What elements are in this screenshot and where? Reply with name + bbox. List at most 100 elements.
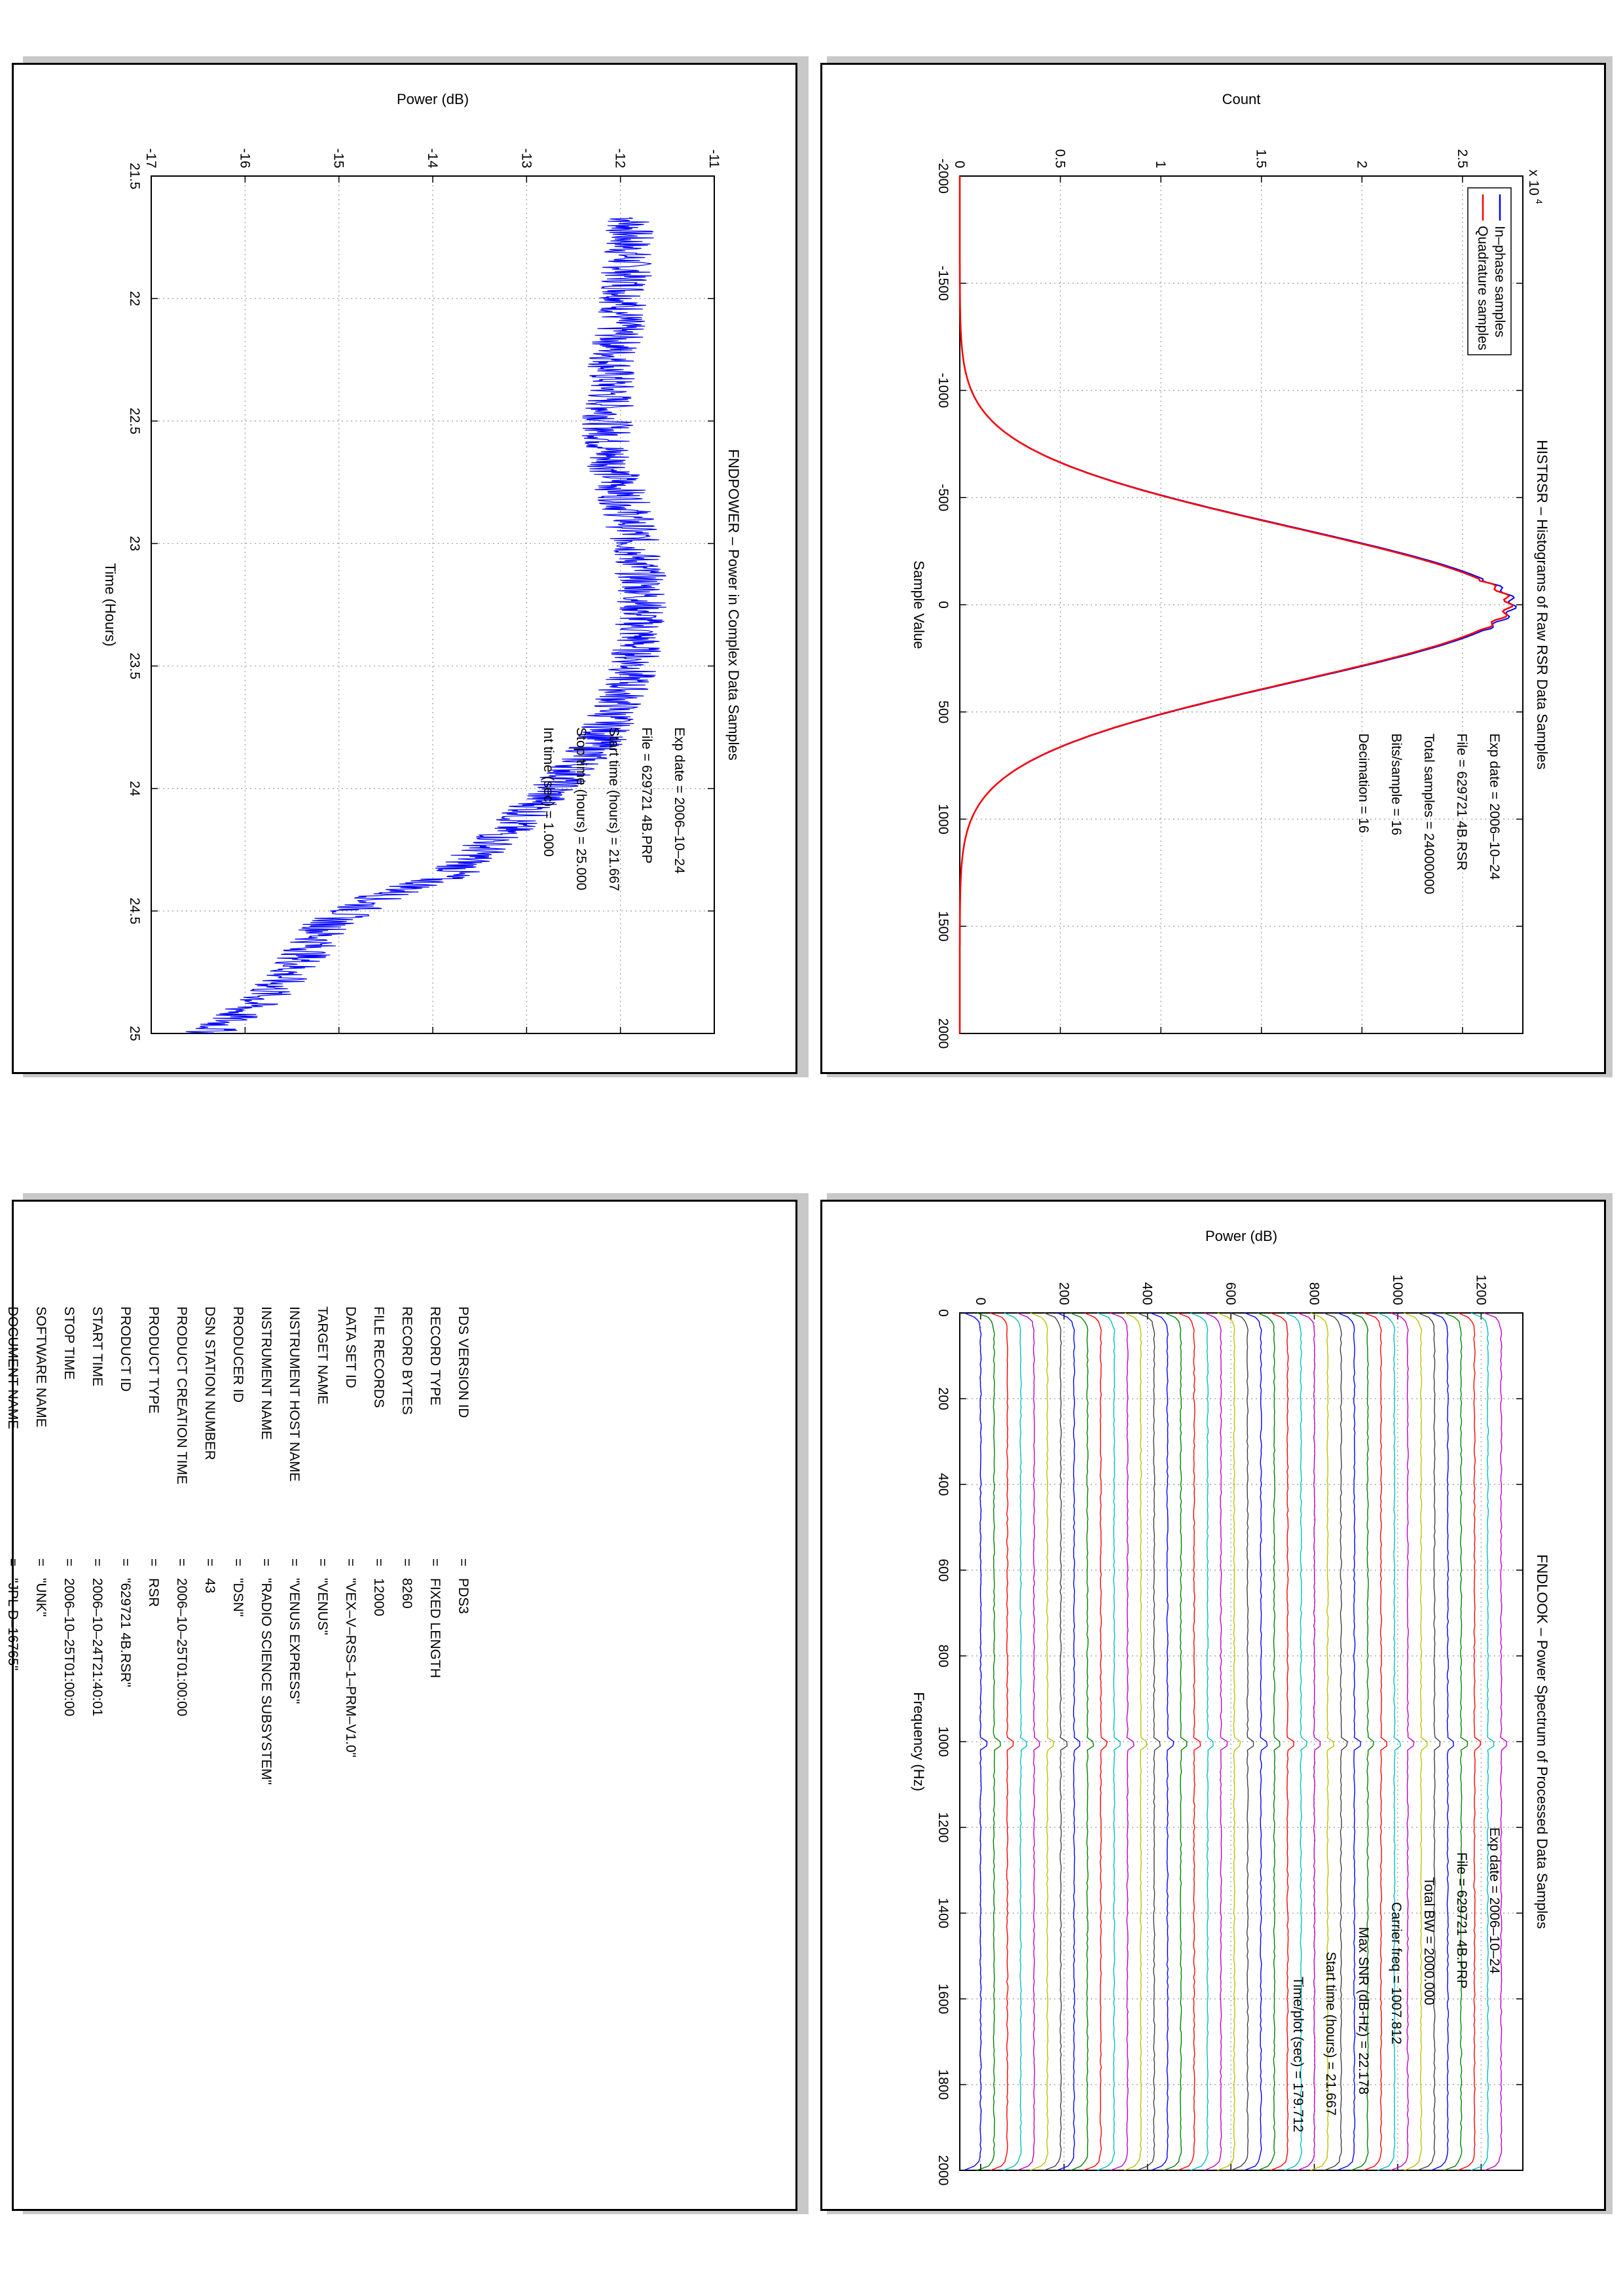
spectrum-trace <box>1310 1312 1335 2171</box>
pds-value: "VEX–V–RSS–1–PRM–V1.0" <box>343 1578 358 1757</box>
spectrum-trace <box>1217 1312 1241 2171</box>
plot-background <box>151 176 714 1033</box>
fndpower-chart: 21.5 22 22.5 23 23.5 24 24.5 25 -17 -16 -15 -14 -13 -… <box>102 91 742 1041</box>
annotation: Max SNR (dB-Hz) = 22.178 <box>1356 1927 1371 2094</box>
spectrum-trace <box>1204 1312 1228 2171</box>
pds-value: 8260 <box>399 1578 414 1609</box>
spectrum-trace <box>1017 1312 1040 2171</box>
pds-equals: = <box>118 1558 133 1566</box>
spectrum-trace <box>1390 1312 1415 2171</box>
spectrum-trace <box>1351 1312 1374 2171</box>
pds-equals: = <box>343 1558 358 1566</box>
spectrum-trace <box>1097 1312 1121 2171</box>
pds-key: SOFTWARE NAME <box>33 1306 48 1427</box>
pds-value: "DSN" <box>230 1578 246 1617</box>
spectrum-trace <box>1377 1312 1402 2171</box>
x-tick-label: 1400 <box>936 1898 951 1929</box>
pds-equals: = <box>428 1558 443 1566</box>
pds-equals: = <box>174 1558 189 1566</box>
pds-key: DSN STATION NUMBER <box>202 1306 217 1460</box>
annotation: Total samples = 24000000 <box>1421 734 1436 895</box>
spectrum-trace <box>1150 1312 1175 2171</box>
pds-key: PRODUCT ID <box>118 1306 133 1391</box>
x-tick-label: 25 <box>127 1026 142 1041</box>
pds-value: RSR <box>146 1578 161 1607</box>
plot-frame <box>959 1312 1523 2171</box>
pds-key: DATA SET ID <box>343 1306 358 1388</box>
legend-box <box>1467 187 1512 355</box>
spectrum-trace <box>1363 1312 1388 2171</box>
x-tick-label: 2000 <box>936 1018 951 1049</box>
plot-background <box>960 176 1523 1033</box>
pds-value: 2006–10–25T01:00:00 <box>174 1578 189 1716</box>
plot-frame <box>959 175 1523 1034</box>
y-tick-label: 2 <box>1354 160 1369 168</box>
pds-equals: = <box>259 1558 274 1566</box>
spectrum-trace <box>1337 1312 1361 2171</box>
annotation: Stop time (hours) = 25.000 <box>574 727 589 890</box>
pds-equals: = <box>202 1558 217 1566</box>
annotation: File = 629721 4B.PRP <box>639 727 654 863</box>
y-axis-label: Power (dB) <box>397 91 469 107</box>
annotation: Start time (hours) = 21.667 <box>1323 1952 1338 2115</box>
pds-key: INSTRUMENT HOST NAME <box>287 1306 302 1482</box>
spectrum-trace <box>990 1312 1014 2171</box>
x-tick-label: 600 <box>936 1558 951 1581</box>
spectrum-trace <box>1457 1312 1482 2171</box>
annotation: File = 629721 4B.PRP <box>1454 1852 1469 1988</box>
spectrum-trace <box>1270 1312 1295 2171</box>
pds-equals: = <box>399 1558 414 1566</box>
plot-frame <box>151 175 715 1034</box>
x-tick-label: -2000 <box>936 158 951 194</box>
spectrum-trace <box>1285 1312 1308 2171</box>
pds-equals: = <box>90 1558 105 1566</box>
x-tick-label: 200 <box>936 1387 951 1410</box>
y-tick-label: 1 <box>1153 160 1168 168</box>
histrsr-chart: -2000 -1500 -1000 -500 0 500 1000 1500 2000 0 0.5 1… <box>911 91 1550 1049</box>
spectrum-trace <box>1444 1312 1468 2171</box>
pds-value: 2006–10–25T01:00:00 <box>62 1578 77 1716</box>
y-tick-label: 800 <box>1306 1282 1321 1305</box>
pds-equals: = <box>315 1558 330 1566</box>
pds-value: 43 <box>202 1578 217 1593</box>
y-multiplier-exponent: 4 <box>1534 199 1544 204</box>
y-tick-label: -17 <box>143 149 158 168</box>
spectrum-trace <box>1177 1312 1201 2171</box>
spectrum-trace <box>1044 1312 1068 2171</box>
annotation: Time/plot (sec) = 179.712 <box>1290 1977 1305 2132</box>
annotation: Carrier freq = 1007.812 <box>1389 1902 1404 2045</box>
y-tick-label: 2.5 <box>1455 149 1470 168</box>
y-tick-label: -14 <box>425 149 440 169</box>
spectrum-trace <box>1083 1312 1108 2171</box>
pds-equals: = <box>371 1558 386 1566</box>
x-tick-label: 500 <box>936 700 951 723</box>
spectrum-trace <box>1431 1312 1454 2171</box>
y-tick-label: 0.5 <box>1053 149 1068 168</box>
y-axis-label: Count <box>1222 91 1261 107</box>
x-tick-label: -1000 <box>936 373 951 408</box>
annotation: Exp date = 2006–10–24 <box>1487 734 1502 880</box>
annotation: Start time (hours) = 21.667 <box>606 727 621 891</box>
pds-key: DOCUMENT NAME <box>5 1306 20 1429</box>
spectrum-trace <box>1323 1312 1348 2171</box>
annotation: Decimation = 16 <box>1356 734 1371 833</box>
pds-key: INSTRUMENT NAME <box>259 1306 274 1440</box>
pds-key: PRODUCER ID <box>230 1306 246 1403</box>
series-line-1 <box>958 176 1514 1033</box>
spectrum-trace <box>976 1312 1001 2171</box>
fndpower-panel: 21.5 22 22.5 23 23.5 24 24.5 25 -17 -16 -15 -14 -13 -… <box>12 63 797 1074</box>
pds-equals: = <box>5 1558 20 1566</box>
x-tick-label: 800 <box>936 1644 951 1667</box>
pds-key: START TIME <box>90 1306 105 1386</box>
annotation: Exp date = 2006–10–24 <box>1487 1827 1502 1974</box>
pds-key: PDS VERSION ID <box>456 1306 471 1418</box>
pds-key: FILE RECORDS <box>371 1306 386 1408</box>
pds-equals: = <box>62 1558 77 1566</box>
pds-value: "VENUS" <box>315 1578 330 1635</box>
pds-label-panel: PDS VERSION ID = PDS3 RECORD TYPE = FIXED LEN… <box>5 1200 797 2211</box>
pds-key: RECORD TYPE <box>428 1306 443 1405</box>
y-tick-label: -15 <box>331 149 346 168</box>
spectrum-trace <box>1257 1312 1281 2171</box>
x-tick-label: -500 <box>936 484 951 511</box>
